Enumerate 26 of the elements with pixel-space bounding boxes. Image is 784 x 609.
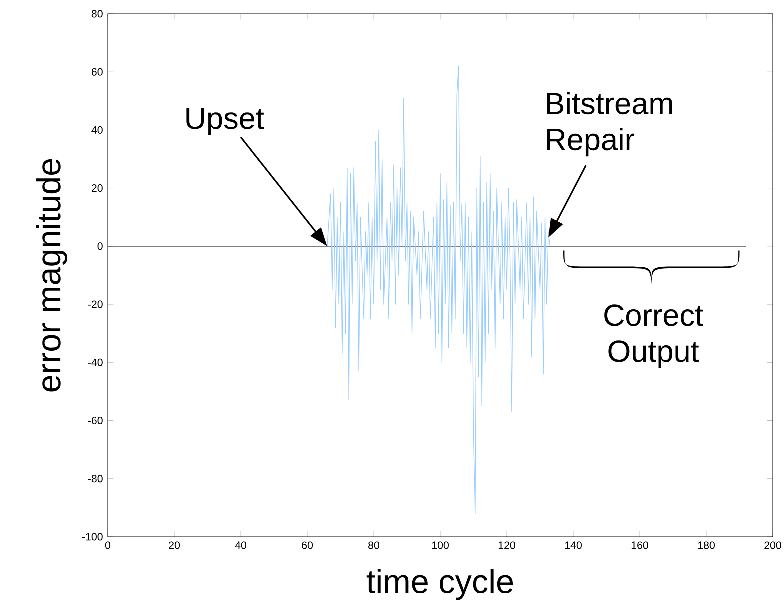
annotation: Bitstream Repair <box>547 92 672 157</box>
annotation: Upset <box>186 108 264 136</box>
y-tick-label: -60 <box>88 416 103 425</box>
x-axis-title: time cycle <box>366 569 514 600</box>
x-tick-label: 100 <box>432 542 449 550</box>
y-tick-label: -80 <box>88 475 103 483</box>
x-tick-label: 60 <box>302 542 314 550</box>
y-tick-label: 60 <box>92 68 103 76</box>
x-tick-label: 20 <box>169 542 180 550</box>
y-tick-label: -20 <box>88 300 103 308</box>
x-tick-label: 180 <box>698 542 715 550</box>
x-tick-label: 120 <box>498 542 516 550</box>
x-tick-label: 80 <box>368 542 380 550</box>
y-tick-label: 80 <box>92 10 103 18</box>
y-axis-title: error magnitude <box>36 159 68 392</box>
y-tick-label: 40 <box>92 126 103 134</box>
y-tick-label: 20 <box>92 184 103 192</box>
x-tick-label: 0 <box>105 542 111 550</box>
y-tick-label: -40 <box>88 358 103 366</box>
y-tick-label: 0 <box>98 242 103 250</box>
x-tick-label: 200 <box>764 542 782 550</box>
annotation: Correct Output <box>604 304 704 368</box>
x-tick-label: 140 <box>565 542 582 550</box>
x-tick-label: 160 <box>632 542 648 550</box>
y-tick-label: -100 <box>82 533 103 541</box>
x-tick-label: 40 <box>235 542 247 550</box>
